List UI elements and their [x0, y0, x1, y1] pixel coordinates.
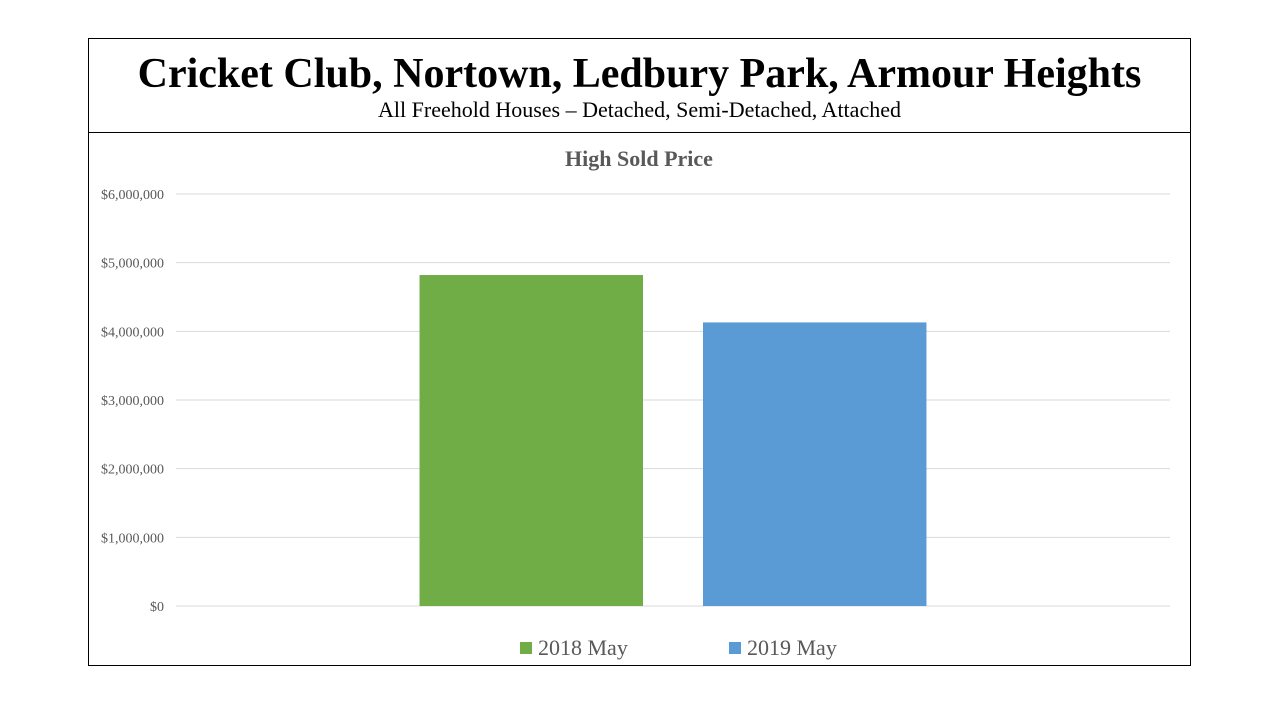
- bar-2018-may: [419, 275, 643, 606]
- y-tick-label: $6,000,000: [101, 188, 164, 203]
- bars: [419, 275, 927, 606]
- page-subtitle: All Freehold Houses – Detached, Semi-Det…: [378, 97, 901, 122]
- y-axis: $0 $1,000,000 $2,000,000 $3,000,000 $4,000,0…: [101, 188, 164, 615]
- legend-label: 2019 May: [747, 635, 837, 660]
- y-tick-label: $2,000,000: [101, 463, 164, 478]
- chart-title: High Sold Price: [565, 146, 713, 171]
- legend: 2018 May 2019 May: [520, 635, 837, 660]
- bar-2019-may: [703, 322, 927, 606]
- page-title: Cricket Club, Nortown, Ledbury Park, Arm…: [137, 51, 1142, 97]
- header-box: Cricket Club, Nortown, Ledbury Park, Arm…: [88, 38, 1191, 133]
- legend-label: 2018 May: [538, 635, 628, 660]
- y-tick-label: $1,000,000: [101, 531, 164, 546]
- gridlines: [176, 193, 1170, 607]
- y-tick-label: $3,000,000: [101, 394, 164, 409]
- y-tick-label: $5,000,000: [101, 257, 164, 272]
- legend-swatch: [729, 642, 741, 654]
- y-tick-label: $0: [150, 600, 164, 615]
- legend-swatch: [520, 642, 532, 654]
- y-tick-label: $4,000,000: [101, 325, 164, 340]
